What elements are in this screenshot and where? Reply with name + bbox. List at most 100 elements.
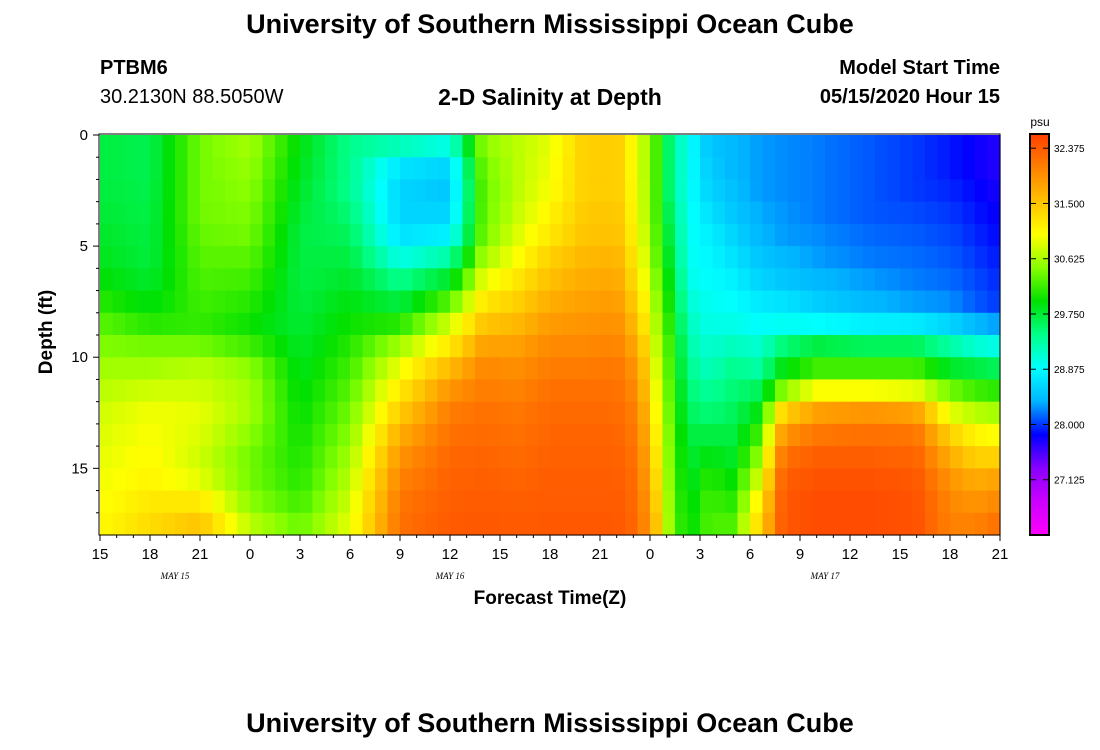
heatmap-cell [712,268,726,292]
heatmap-cell [462,246,476,269]
heatmap-cell [362,223,376,247]
heatmap-cell [700,157,714,181]
heatmap-cell [875,490,889,514]
heatmap-cell [837,335,851,358]
heatmap-cell [787,312,801,336]
heatmap-cell [175,223,189,247]
heatmap-cell [150,379,164,403]
heatmap-cell [550,290,564,314]
heatmap-cell [550,312,564,336]
heatmap-cell [787,201,801,225]
heatmap-cell [225,201,239,225]
heatmap-cell [462,468,476,492]
heatmap-cell [862,290,876,314]
heatmap-cell [300,468,314,492]
heatmap-cell [525,401,539,425]
heatmap-cell [700,268,714,292]
heatmap-cell [100,423,114,447]
heatmap-cell [525,423,539,447]
heatmap-cell [512,312,526,336]
heatmap-cell [137,423,151,447]
heatmap-cell [662,335,676,358]
heatmap-cell [350,490,364,514]
heatmap-cell [312,157,326,181]
heatmap-cell [937,401,951,425]
heatmap-cell [987,468,1001,492]
heatmap-cell [950,357,964,381]
heatmap-cell [725,223,739,247]
heatmap-cell [362,468,376,492]
heatmap-cell [525,179,539,203]
heatmap-cell [875,312,889,336]
heatmap-cell [950,223,964,247]
heatmap-cell [625,423,639,447]
heatmap-cell [425,490,439,514]
heatmap-cell [162,379,176,403]
heatmap-cell [362,135,376,158]
heatmap-cell [475,490,489,514]
x-tick-label: 21 [992,546,1009,563]
heatmap-cell [537,468,551,492]
heatmap-cell [487,468,501,492]
heatmap-cell [150,490,164,514]
heatmap-cell [962,312,976,336]
x-tick-label: 6 [346,546,354,563]
heatmap-cell [700,335,714,358]
heatmap-cell [712,401,726,425]
x-tick-label: 0 [646,546,654,563]
heatmap-cell [275,490,289,514]
heatmap-cell [362,312,376,336]
heatmap-cell [387,468,401,492]
heatmap-cell [587,357,601,381]
heatmap-cell [750,246,764,269]
heatmap-cell [850,246,864,269]
heatmap-cell [687,268,701,292]
heatmap-cell [337,135,351,158]
heatmap-cell [500,201,514,225]
heatmap-cell [762,423,776,447]
heatmap-cell [837,512,851,536]
heatmap-cell [175,135,189,158]
heatmap-cell [337,312,351,336]
heatmap-cell [400,223,414,247]
heatmap-cell [987,446,1001,469]
heatmap-cell [500,357,514,381]
heatmap-cell [100,312,114,336]
heatmap-cell [475,468,489,492]
heatmap-cell [975,268,989,292]
heatmap-cell [425,135,439,158]
heatmap-cell [712,223,726,247]
heatmap-cell [637,268,651,292]
heatmap-cell [137,157,151,181]
heatmap-cell [200,268,214,292]
heatmap-cell [575,401,589,425]
heatmap-cell [650,201,664,225]
x-tick-label: 18 [542,546,559,563]
heatmap-cell [500,468,514,492]
heatmap-cell [337,335,351,358]
heatmap-cell [400,357,414,381]
heatmap-cell [600,246,614,269]
heatmap-cell [962,468,976,492]
heatmap-cell [512,246,526,269]
heatmap-cell [287,312,301,336]
heatmap-cell [600,423,614,447]
heatmap-cell [325,201,339,225]
heatmap-cell [437,446,451,469]
heatmap-cell [350,335,364,358]
heatmap-cell [137,490,151,514]
heatmap-cell [625,157,639,181]
heatmap-cell [512,201,526,225]
heatmap-cell [525,446,539,469]
heatmap-cell [250,135,264,158]
heatmap-cell [250,179,264,203]
heatmap-cell [562,401,576,425]
heatmap-cell [650,468,664,492]
heatmap-cell [375,335,389,358]
heatmap-cell [837,401,851,425]
heatmap-cell [250,379,264,403]
heatmap-cell [487,246,501,269]
heatmap-cell [287,490,301,514]
heatmap-cell [425,512,439,536]
x-tick-label: 15 [492,546,509,563]
